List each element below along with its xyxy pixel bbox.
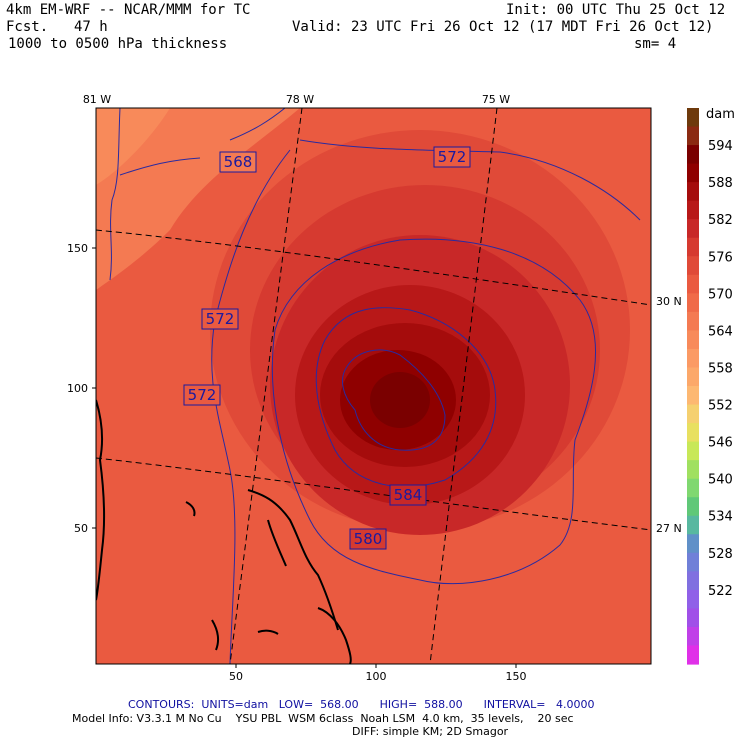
colorbar-swatch: [687, 497, 699, 517]
valid-time: Valid: 23 UTC Fri 26 Oct 12 (17 MDT Fri …: [292, 19, 714, 35]
smoothing-label: sm= 4: [634, 36, 677, 52]
colorbar-label: 582: [708, 213, 733, 228]
colorbar-swatches: [687, 108, 699, 665]
colorbar-label: 522: [708, 584, 733, 599]
lon-label-75w: 75 W: [482, 93, 510, 106]
colorbar-swatch: [687, 348, 699, 369]
contour-labels: 568 572 572 572 584 580: [183, 146, 471, 550]
colorbar-swatch: [687, 256, 699, 276]
colorbar-swatch: [687, 237, 699, 257]
colorbar-swatch: [687, 645, 699, 665]
colorbar-label: 594: [708, 139, 733, 154]
colorbar-swatch: [687, 404, 699, 424]
map-frame: [95, 107, 652, 665]
contour-label-584: 584: [389, 484, 427, 506]
lat-label-27n: 27 N: [656, 522, 682, 535]
lat-label-30n: 30 N: [656, 295, 682, 308]
colorbar-swatch: [687, 608, 699, 628]
colorbar-label: 534: [708, 510, 733, 525]
colorbar-swatch: [687, 330, 699, 350]
svg-text:568: 568: [224, 153, 253, 171]
colorbar-units: dam: [706, 107, 735, 122]
y-tick-150: 150: [67, 242, 88, 255]
lat-labels: 30 N 27 N: [656, 295, 682, 535]
colorbar-label: 552: [708, 399, 733, 414]
colorbar-label: 570: [708, 287, 733, 302]
contour-584: [315, 307, 497, 488]
diffusion-info: DIFF: simple KM; 2D Smagor: [352, 725, 509, 738]
colorbar-swatch: [687, 274, 699, 294]
colorbar-labels: 594 588 582 576 570 564 558 552 546 540 534 528 522: [708, 139, 733, 599]
contour-label-572-north: 572: [433, 146, 471, 168]
colorbar-label: 528: [708, 547, 733, 562]
lon-label-78w: 78 W: [286, 93, 314, 106]
x-tick-50: 50: [229, 670, 243, 683]
x-tick-100: 100: [366, 670, 387, 683]
lon-labels: 81 W 78 W 75 W: [83, 93, 510, 106]
colorbar-swatch: [687, 145, 699, 165]
x-axis-ticks: 50 100 150: [229, 664, 527, 683]
colorbar-label: 588: [708, 176, 733, 191]
colorbar-swatch: [687, 460, 699, 480]
colorbar-label: 564: [708, 324, 733, 339]
svg-text:572: 572: [206, 310, 235, 328]
svg-text:584: 584: [394, 486, 423, 504]
contour-label-572-west: 572: [201, 308, 239, 330]
forecast-label: Fcst.: [6, 19, 49, 35]
colorbar-label: 558: [708, 362, 733, 377]
colorbar-swatch: [687, 386, 699, 406]
model-info: Model Info: V3.3.1 M No Cu YSU PBL WSM 6…: [72, 712, 574, 725]
lon-label-81w: 81 W: [83, 93, 111, 106]
contour-label-572-southwest: 572: [183, 384, 221, 406]
colorbar-swatch: [687, 163, 699, 183]
colorbar-swatch: [687, 478, 699, 498]
y-tick-100: 100: [67, 382, 88, 395]
colorbar-swatch: [687, 126, 699, 146]
colorbar-swatch: [687, 626, 699, 647]
colorbar-swatch: [687, 552, 699, 572]
y-tick-50: 50: [74, 522, 88, 535]
state-borders: [119, 108, 286, 176]
colorbar-swatch: [687, 182, 699, 202]
colorbar-swatch: [687, 589, 699, 609]
contour-label-568: 568: [219, 151, 257, 173]
colorbar-swatch: [687, 367, 699, 387]
contour-572-north: [299, 139, 641, 221]
colorbar-label: 576: [708, 250, 733, 265]
lat-lon-grid: [96, 108, 651, 664]
x-tick-150: 150: [506, 670, 527, 683]
colorbar-swatch: [687, 200, 699, 220]
colorbar-swatch: [687, 293, 699, 313]
field-name: 1000 to 0500 hPa thickness: [8, 36, 228, 52]
svg-text:580: 580: [354, 530, 383, 548]
forecast-hours: 47 h: [74, 19, 108, 35]
colorbar-swatch: [687, 515, 699, 535]
colorbar-label: 540: [708, 473, 733, 488]
colorbar-label: 546: [708, 436, 733, 451]
colorbar-swatch: [687, 441, 699, 461]
svg-text:572: 572: [188, 386, 217, 404]
colorbar-swatch: [687, 571, 699, 591]
thickness-fill: [96, 108, 651, 664]
contour-588: [342, 349, 446, 451]
colorbar-swatch: [687, 423, 699, 443]
colorbar: dam 594 588 582 576 570 564 558 552 546 540 534 528…: [687, 107, 735, 665]
contour-label-580: 580: [349, 528, 387, 550]
svg-text:572: 572: [438, 148, 467, 166]
y-axis-ticks: 50 100 150: [67, 242, 96, 535]
contour-568: [109, 108, 121, 281]
colorbar-swatch: [687, 311, 699, 331]
coastline: [96, 399, 352, 664]
model-title: 4km EM-WRF -- NCAR/MMM for TC: [6, 2, 251, 18]
contour-summary: CONTOURS: UNITS=dam LOW= 568.00 HIGH= 58…: [128, 698, 595, 711]
colorbar-swatch: [687, 219, 699, 239]
contour-580: [271, 238, 597, 585]
colorbar-swatch: [687, 534, 699, 554]
colorbar-swatch: [687, 108, 699, 128]
init-time: Init: 00 UTC Thu 25 Oct 12: [506, 2, 726, 18]
